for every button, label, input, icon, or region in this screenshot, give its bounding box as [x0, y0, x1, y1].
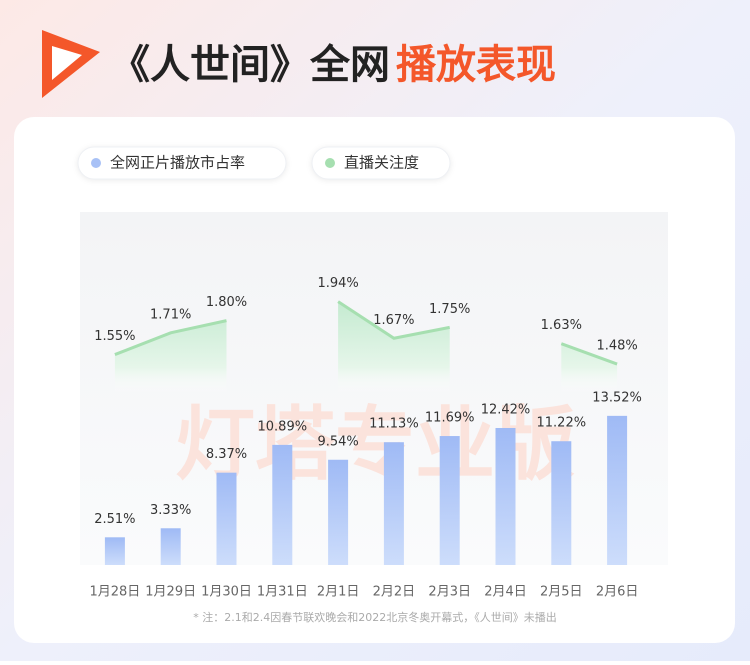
bar — [216, 472, 237, 565]
line-value-label: 1.80% — [206, 295, 247, 310]
bar — [495, 427, 516, 565]
line-value-label: 1.75% — [429, 302, 470, 317]
legend-box — [77, 146, 287, 180]
bar-value-label: 11.22% — [537, 416, 587, 431]
legend-label: 全网正片播放市占率 — [110, 154, 245, 172]
line-area — [114, 301, 618, 565]
line-value-label: 1.94% — [317, 276, 358, 291]
line-value-label: 1.63% — [541, 318, 582, 333]
x-tick-label: 2月4日 — [484, 585, 527, 600]
x-tick-label: 2月5日 — [540, 585, 583, 600]
line-value-label: 1.55% — [94, 329, 135, 344]
x-tick-label: 1月29日 — [145, 585, 196, 600]
line-value-label: 1.48% — [596, 339, 637, 354]
title-highlight: 播放表现 — [396, 42, 556, 88]
title-main: 《人世间》全网 — [110, 42, 390, 88]
bar — [104, 537, 125, 565]
x-tick-label: 1月28日 — [89, 585, 140, 600]
legend-swatch — [91, 158, 101, 168]
bar-value-label: 12.42% — [481, 402, 531, 417]
bar — [551, 441, 572, 565]
legend-swatch — [325, 158, 335, 168]
x-tick-label: 2月1日 — [317, 585, 360, 600]
x-tick-label: 2月6日 — [596, 585, 639, 600]
bar — [160, 528, 181, 565]
line-value-label: 1.71% — [150, 307, 191, 322]
bar-value-label: 3.33% — [150, 503, 191, 518]
line — [114, 300, 618, 366]
x-tick-label: 1月31日 — [257, 585, 308, 600]
x-tick-label: 2月2日 — [373, 585, 416, 600]
legend-box — [311, 146, 451, 180]
bar-value-label: 13.52% — [592, 390, 642, 405]
bar — [439, 436, 460, 565]
bar-value-label: 9.54% — [317, 434, 358, 449]
bar-value-label: 2.51% — [94, 512, 135, 527]
footnote: * 注：2.1和2.4因春节联欢晚会和2022北京冬奥开幕式，《人世间》未播出 — [193, 610, 556, 624]
bar-value-label: 11.69% — [425, 411, 475, 426]
plot: 1月28日 1月29日 1月30日 1月31日 2月1日 2月2日 2月3日 2月4日 2月5日… — [89, 276, 641, 599]
bar — [383, 442, 404, 565]
bar — [328, 459, 349, 565]
chart-title: 《人世间》全网 播放表现 — [110, 42, 556, 88]
line-value-label: 1.67% — [373, 313, 414, 328]
logo — [42, 30, 100, 98]
bar — [607, 415, 628, 565]
x-tick-label: 1月30日 — [201, 585, 252, 600]
bar-value-label: 10.89% — [258, 419, 308, 434]
bar-value-label: 11.13% — [369, 417, 419, 432]
bar-value-label: 8.37% — [206, 447, 247, 462]
x-tick-label: 2月3日 — [428, 585, 471, 600]
legend-label: 直播关注度 — [344, 154, 419, 172]
bar — [272, 444, 293, 565]
legend: 全网正片播放市占率 直播关注度 — [77, 146, 451, 180]
